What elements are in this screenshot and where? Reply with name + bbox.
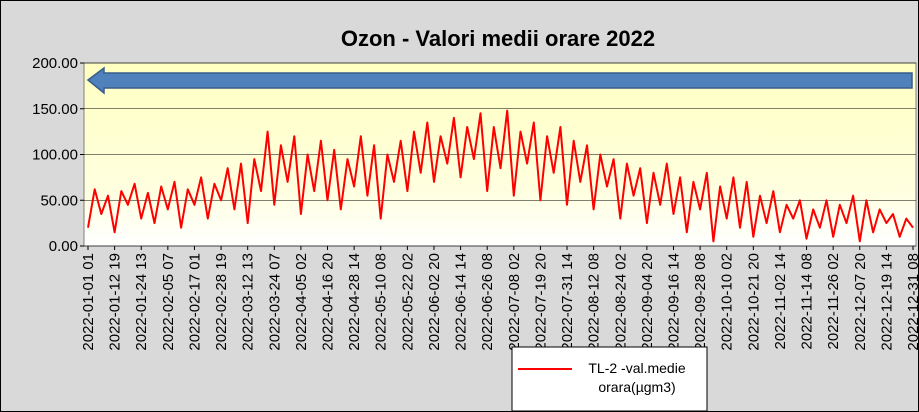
x-tick-label: 2022-06-14 14 xyxy=(453,253,470,351)
x-tick-label: 2022-07-31 14 xyxy=(559,253,576,351)
x-tick-label: 2022-08-12 08 xyxy=(586,253,603,351)
y-tick-label: 50.00 xyxy=(40,192,78,209)
x-tick-label: 2022-05-22 02 xyxy=(399,253,416,351)
x-tick-label: 2022-01-12 19 xyxy=(107,253,124,351)
arrow-annotation xyxy=(86,66,913,95)
x-tick-label: 2022-07-19 20 xyxy=(532,253,549,351)
x-tick-label: 2022-08-24 02 xyxy=(612,253,629,351)
x-tick-label: 2022-07-08 02 xyxy=(506,253,523,351)
x-tick-label: 2022-09-16 14 xyxy=(665,253,682,351)
x-tick-label: 2022-03-24 07 xyxy=(266,253,283,351)
x-tick-label: 2022-03-12 13 xyxy=(240,253,257,351)
x-tick-label: 2022-04-28 14 xyxy=(346,253,363,351)
y-tick-label: 150.00 xyxy=(32,101,78,118)
x-tick-label: 2022-06-02 20 xyxy=(426,253,443,351)
x-tick-label: 2022-01-24 13 xyxy=(133,253,150,351)
chart-title: Ozon - Valori medii orare 2022 xyxy=(341,26,655,51)
x-tick-label: 2022-11-02 14 xyxy=(772,253,789,349)
x-tick-label: 2022-02-28 19 xyxy=(213,253,230,351)
x-tick-label: 2022-09-04 20 xyxy=(639,253,656,351)
y-tick-label: 0.00 xyxy=(49,238,78,255)
legend-label: TL-2 -val.medie orara(µgm3) xyxy=(588,360,686,395)
y-tick-label: 100.00 xyxy=(32,147,78,164)
y-tick-label: 200.00 xyxy=(32,55,78,72)
x-tick-label: 2022-12-31 08 xyxy=(905,253,919,351)
x-tick-label: 2022-11-26 02 xyxy=(825,253,842,349)
legend-box xyxy=(511,346,708,412)
x-tick-label: 2022-02-17 01 xyxy=(186,253,203,351)
x-tick-label: 2022-01-01 01 xyxy=(80,253,97,351)
x-tick-label: 2022-12-19 14 xyxy=(878,253,895,351)
data-line xyxy=(87,109,914,243)
x-tick-label: 2022-02-05 07 xyxy=(160,253,177,351)
x-tick-label: 2022-04-16 20 xyxy=(320,253,337,351)
x-tick-label: 2022-06-26 08 xyxy=(479,253,496,351)
x-tick-label: 2022-10-21 20 xyxy=(745,253,762,351)
x-tick-label: 2022-04-05 02 xyxy=(293,253,310,351)
x-tick-label: 2022-09-28 08 xyxy=(692,253,709,351)
x-tick-label: 2022-12-07 20 xyxy=(852,253,869,351)
x-tick-label: 2022-10-10 02 xyxy=(719,253,736,351)
x-tick-label: 2022-05-10 08 xyxy=(373,253,390,351)
x-tick-label: 2022-11-14 08 xyxy=(799,253,816,349)
